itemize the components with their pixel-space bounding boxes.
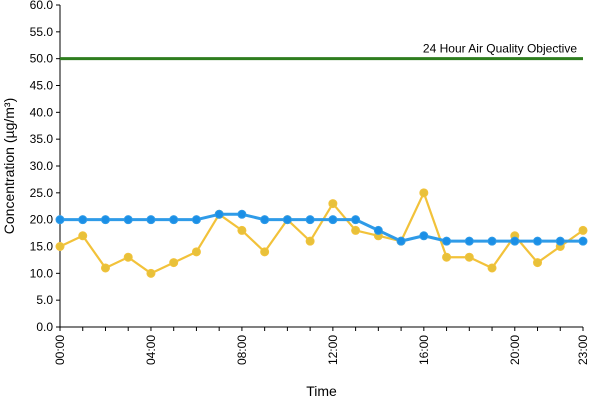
data-point <box>328 215 338 225</box>
series-0 <box>55 188 588 278</box>
data-point <box>578 225 588 235</box>
data-point <box>214 209 224 219</box>
data-point <box>169 258 179 268</box>
data-point <box>123 252 133 262</box>
data-point <box>191 247 201 257</box>
data-point <box>305 215 315 225</box>
data-point <box>533 236 543 246</box>
data-point <box>328 199 338 209</box>
x-tick-label: 20:00 <box>508 335 522 365</box>
x-axis: 00:00 04:00 08:00 12:00 16:00 20:00 23:00 <box>53 326 590 365</box>
data-point <box>191 215 201 225</box>
y-tick-label: 50.0 <box>30 52 54 66</box>
y-tick-label: 55.0 <box>30 25 54 39</box>
x-tick-label: 16:00 <box>417 335 431 365</box>
y-tick-label: 60.0 <box>30 0 54 12</box>
data-point <box>100 263 110 273</box>
x-tick-label: 00:00 <box>53 335 67 365</box>
x-tick-label: 08:00 <box>235 335 249 365</box>
data-point <box>351 215 361 225</box>
data-point <box>396 236 406 246</box>
y-axis-title: Concentration (µg/m³) <box>1 98 17 234</box>
y-tick-label: 20.0 <box>30 213 54 227</box>
data-point <box>351 225 361 235</box>
data-point <box>510 236 520 246</box>
y-tick-label: 40.0 <box>30 105 54 119</box>
y-tick-label: 0.0 <box>36 320 53 334</box>
data-point <box>55 215 65 225</box>
series-1 <box>55 209 588 246</box>
data-point <box>146 268 156 278</box>
data-point <box>419 188 429 198</box>
y-tick-label: 30.0 <box>30 159 54 173</box>
series-line <box>59 191 584 275</box>
y-tick-label: 15.0 <box>30 240 54 254</box>
data-point <box>123 215 133 225</box>
data-point <box>146 215 156 225</box>
data-point <box>487 236 497 246</box>
y-tick-label: 35.0 <box>30 132 54 146</box>
data-point <box>78 215 88 225</box>
data-point <box>464 252 474 262</box>
y-tick-label: 10.0 <box>30 266 54 280</box>
series-line <box>60 212 583 243</box>
y-tick-label: 5.0 <box>36 293 53 307</box>
data-point <box>237 225 247 235</box>
y-axis: 0.0 5.0 10.0 15.0 20.0 25.0 30.0 35.0 40.0 45.0 50… <box>30 0 61 334</box>
data-point <box>533 258 543 268</box>
x-axis-title: Time <box>306 383 337 399</box>
data-point <box>55 242 65 251</box>
objective-reference-label: 24 Hour Air Quality Objective <box>423 42 577 56</box>
data-point <box>282 215 292 225</box>
data-point <box>442 252 452 262</box>
data-series <box>55 188 588 278</box>
data-point <box>78 231 88 241</box>
data-point <box>237 209 247 219</box>
data-point <box>555 236 565 246</box>
data-point <box>305 236 315 246</box>
x-tick-label: 04:00 <box>144 335 158 365</box>
x-tick-label: 12:00 <box>326 335 340 365</box>
y-tick-label: 45.0 <box>30 79 54 93</box>
data-point <box>169 215 179 225</box>
reference-line-group: 24 Hour Air Quality Objective <box>60 42 583 61</box>
data-point <box>578 236 588 246</box>
data-point <box>419 231 429 241</box>
data-point <box>487 263 497 273</box>
data-point <box>260 247 270 257</box>
y-tick-label: 25.0 <box>30 186 54 200</box>
data-point <box>100 215 110 225</box>
x-tick-label: 23:00 <box>576 335 590 365</box>
data-point <box>464 236 474 246</box>
data-point <box>373 225 383 235</box>
data-point <box>260 215 270 225</box>
data-point <box>442 236 452 246</box>
